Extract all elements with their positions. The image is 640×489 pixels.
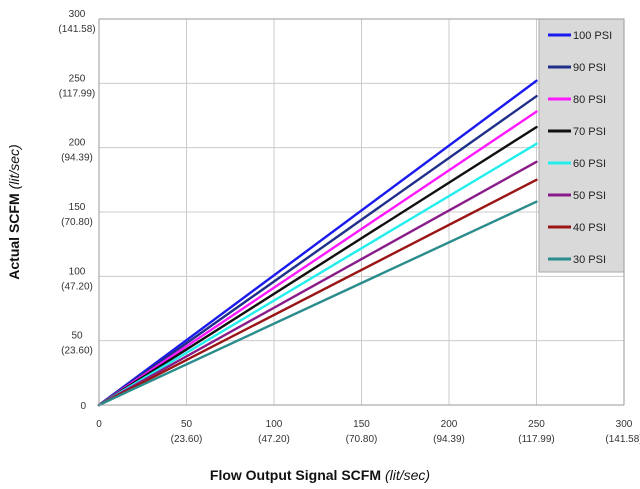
y-tick-label: 250 (69, 73, 86, 84)
y-tick-sublabel: (23.60) (61, 346, 93, 357)
y-axis-unit: (lit/sec) (6, 144, 22, 189)
x-tick-label: 0 (96, 419, 102, 430)
axes (98, 18, 625, 406)
y-tick-label: 50 (71, 331, 83, 342)
tick-labels: 0 50 (23.60) 100 (47.20) 150 (70.80) 200 (94.39)… (58, 9, 640, 445)
y-tick-sublabel: (70.80) (61, 217, 93, 228)
y-tick-label: 300 (69, 9, 86, 20)
series-line-3 (97, 125, 538, 407)
x-tick-label: 150 (353, 419, 370, 430)
y-tick-sublabel: (117.99) (59, 88, 96, 99)
series-line-4 (97, 142, 538, 407)
y-tick-sublabel: (47.20) (61, 281, 93, 292)
series-line-1 (97, 94, 538, 407)
series-line-5 (97, 160, 538, 407)
x-axis-label: Flow Output Signal SCFM (210, 467, 381, 483)
x-tick-label: 100 (266, 419, 283, 430)
y-axis-label: Actual SCFM (6, 193, 22, 279)
legend-label-4: 60 PSI (573, 158, 606, 170)
x-tick-sublabel: (117.99) (518, 434, 555, 445)
x-tick-sublabel: (47.20) (258, 434, 290, 445)
legend-label-2: 80 PSI (573, 94, 606, 106)
x-tick-sublabel: (141.58) (605, 434, 640, 445)
x-tick-sublabel: (94.39) (433, 434, 465, 445)
x-tick-label: 200 (441, 419, 458, 430)
y-axis-title: Actual SCFM (lit/sec) (6, 144, 22, 279)
y-tick-label: 100 (69, 266, 86, 277)
y-tick-label: 200 (69, 138, 86, 149)
x-tick-label: 300 (616, 419, 633, 430)
legend-label-3: 70 PSI (573, 126, 606, 138)
legend-label-1: 90 PSI (573, 62, 606, 74)
y-tick-sublabel: (94.39) (61, 153, 93, 164)
y-tick-label: 150 (69, 202, 86, 213)
y-tick-label: 0 (80, 401, 86, 412)
y-tick-sublabel: (141.58) (58, 24, 95, 35)
legend-label-6: 40 PSI (573, 222, 606, 234)
legend-label-7: 30 PSI (573, 254, 606, 266)
x-tick-sublabel: (70.80) (346, 434, 378, 445)
legend-panel (538, 18, 625, 273)
x-axis-title: Flow Output Signal SCFM (lit/sec) (210, 467, 430, 483)
x-tick-sublabel: (23.60) (171, 434, 203, 445)
legend: 100 PSI 90 PSI 80 PSI 70 PSI 60 PSI 50 PSI 40 … (548, 30, 612, 266)
x-tick-label: 50 (181, 419, 193, 430)
legend-label-5: 50 PSI (573, 190, 606, 202)
legend-background (538, 18, 625, 273)
series-line-6 (97, 178, 538, 407)
series-line-7 (97, 200, 538, 407)
series-lines (97, 79, 538, 407)
legend-label-0: 100 PSI (573, 30, 612, 42)
series-line-0 (97, 79, 538, 407)
x-tick-label: 250 (528, 419, 545, 430)
series-line-2 (97, 110, 538, 407)
x-axis-unit: (lit/sec) (385, 467, 430, 483)
